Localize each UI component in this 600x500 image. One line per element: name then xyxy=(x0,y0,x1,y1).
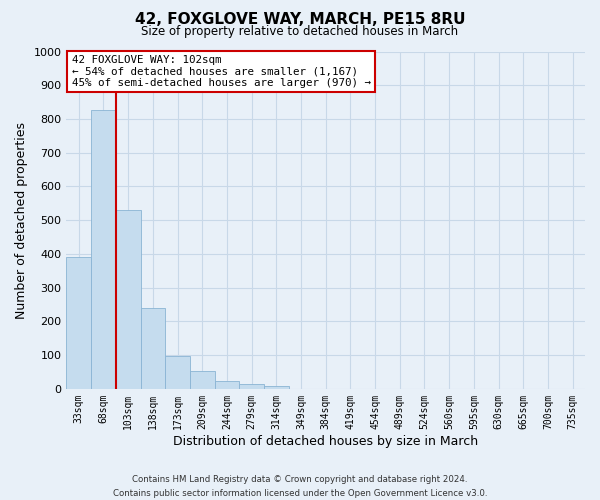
Text: 42, FOXGLOVE WAY, MARCH, PE15 8RU: 42, FOXGLOVE WAY, MARCH, PE15 8RU xyxy=(135,12,465,28)
Bar xyxy=(264,386,289,389)
Bar xyxy=(190,372,215,389)
Text: Size of property relative to detached houses in March: Size of property relative to detached ho… xyxy=(142,25,458,38)
Bar xyxy=(140,308,165,389)
Bar xyxy=(239,384,264,389)
Bar xyxy=(91,110,116,389)
Bar xyxy=(215,382,239,389)
Bar xyxy=(165,356,190,389)
Bar xyxy=(116,210,140,389)
X-axis label: Distribution of detached houses by size in March: Distribution of detached houses by size … xyxy=(173,434,478,448)
Y-axis label: Number of detached properties: Number of detached properties xyxy=(15,122,28,318)
Bar xyxy=(67,258,91,389)
Text: 42 FOXGLOVE WAY: 102sqm
← 54% of detached houses are smaller (1,167)
45% of semi: 42 FOXGLOVE WAY: 102sqm ← 54% of detache… xyxy=(71,55,371,88)
Text: Contains HM Land Registry data © Crown copyright and database right 2024.
Contai: Contains HM Land Registry data © Crown c… xyxy=(113,476,487,498)
